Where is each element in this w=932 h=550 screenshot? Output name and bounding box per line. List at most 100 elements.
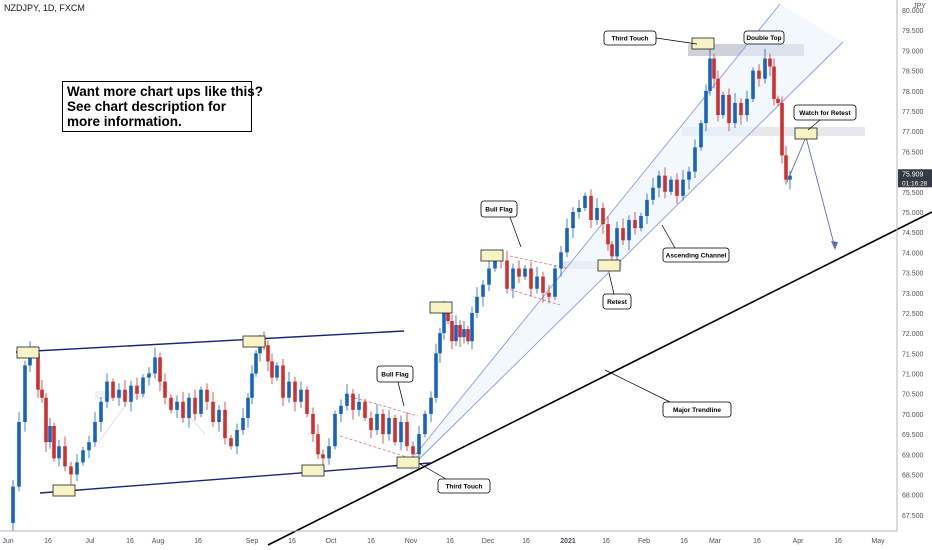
candle-body: [559, 252, 563, 269]
candle-body: [687, 171, 691, 180]
candle-body: [23, 365, 27, 422]
candle-body: [784, 155, 788, 180]
callout-box: [480, 200, 518, 218]
candle-body: [434, 353, 438, 398]
candle-body: [788, 175, 792, 180]
candle-body: [275, 365, 279, 378]
callout-pointer: [655, 37, 698, 45]
candle-body: [163, 381, 167, 398]
candle-body: [105, 381, 109, 402]
callout-label: Bull Flag: [381, 372, 408, 379]
candle-body: [48, 426, 52, 443]
candle-body: [450, 321, 454, 342]
candle-body: [193, 397, 197, 414]
callout-pointer: [419, 463, 447, 480]
price-tick-label: 73.000: [902, 291, 924, 298]
callout-pointer: [397, 381, 405, 407]
candle-body: [357, 401, 361, 410]
price-tick-label: 77.500: [902, 109, 924, 116]
time-tick-label: Aug: [152, 538, 165, 545]
callout-label: Third Touch: [611, 36, 648, 43]
candle-body: [111, 381, 115, 398]
candle-body: [438, 333, 442, 354]
candle-body: [147, 373, 151, 378]
touch-box: [597, 259, 621, 272]
range-lower-line: [39, 462, 431, 494]
candle-body: [135, 385, 139, 394]
touch-box: [242, 335, 266, 348]
callout-box: [603, 30, 657, 46]
candle-body: [417, 434, 421, 455]
candle-body: [423, 413, 427, 435]
callout-pointer: [661, 224, 676, 249]
candle-body: [577, 207, 581, 212]
time-tick-label: Sep: [246, 538, 259, 545]
candle-body: [339, 405, 343, 414]
candle-body: [246, 397, 250, 418]
candle-body: [475, 296, 479, 313]
price-tick-label: 69.000: [902, 452, 924, 459]
callout-label: Ascending Channel: [666, 253, 727, 260]
callout-pointer: [604, 369, 671, 403]
candle-body: [727, 94, 731, 124]
candle-body: [708, 58, 712, 91]
candle-body: [511, 268, 515, 289]
price-tick-label: 78.500: [902, 69, 924, 76]
touch-box: [429, 301, 453, 314]
promo-line-3: more information.: [67, 114, 182, 129]
candle-body: [63, 446, 67, 467]
candle-body: [199, 389, 203, 414]
time-tick-label: Jun: [2, 538, 13, 545]
candle-body: [311, 413, 315, 435]
time-tick-label: 16: [288, 538, 296, 545]
promo-line-2: See chart description for: [67, 99, 227, 114]
candle-body: [693, 147, 697, 172]
candle-body: [99, 401, 103, 422]
candle-body: [780, 102, 784, 156]
time-tick-label: Jul: [86, 538, 95, 545]
price-tick-label: 79.500: [902, 28, 924, 35]
time-tick-label: 16: [522, 538, 530, 545]
candle-body: [235, 430, 239, 447]
time-tick-label: Dec: [482, 538, 495, 545]
candle-body: [393, 417, 397, 443]
callout-label: Major Trendline: [673, 407, 721, 414]
candle-body: [187, 397, 191, 418]
candle-body: [704, 90, 708, 124]
candle-body: [733, 102, 737, 124]
time-tick-label: 16: [44, 538, 52, 545]
candle-body: [517, 268, 521, 277]
price-tick-label: 75.000: [902, 210, 924, 217]
callout-box: [793, 104, 857, 121]
candle-body: [44, 397, 48, 443]
time-tick-label: May: [871, 538, 885, 545]
candle-body: [669, 179, 673, 192]
candle-body: [535, 276, 539, 289]
time-tick-label: 16: [446, 538, 454, 545]
candle-body: [583, 195, 587, 208]
time-tick-label: 16: [194, 538, 202, 545]
candle-body: [621, 228, 625, 241]
price-tick-label: 72.500: [902, 311, 924, 318]
candle-body: [615, 228, 619, 257]
candle-body: [541, 276, 545, 293]
candle-body: [745, 98, 749, 116]
price-tick-label: 80.000: [902, 8, 924, 15]
candle-body: [454, 325, 458, 342]
candle-body: [217, 409, 221, 422]
flag-line: [504, 287, 561, 306]
countdown-label: 01:16:28: [902, 180, 928, 187]
time-tick-label: 16: [680, 538, 688, 545]
candle-body: [117, 389, 121, 398]
currency-label: JPY: [913, 3, 926, 10]
callout-pointer: [509, 216, 522, 248]
candle-body: [93, 421, 97, 443]
callout-box: [743, 30, 785, 45]
flag-line: [344, 394, 419, 417]
candle-body: [589, 195, 593, 221]
candle-body: [716, 78, 720, 116]
candle-body: [36, 353, 40, 390]
candle-body: [429, 397, 433, 414]
price-tick-label: 74.500: [902, 230, 924, 237]
